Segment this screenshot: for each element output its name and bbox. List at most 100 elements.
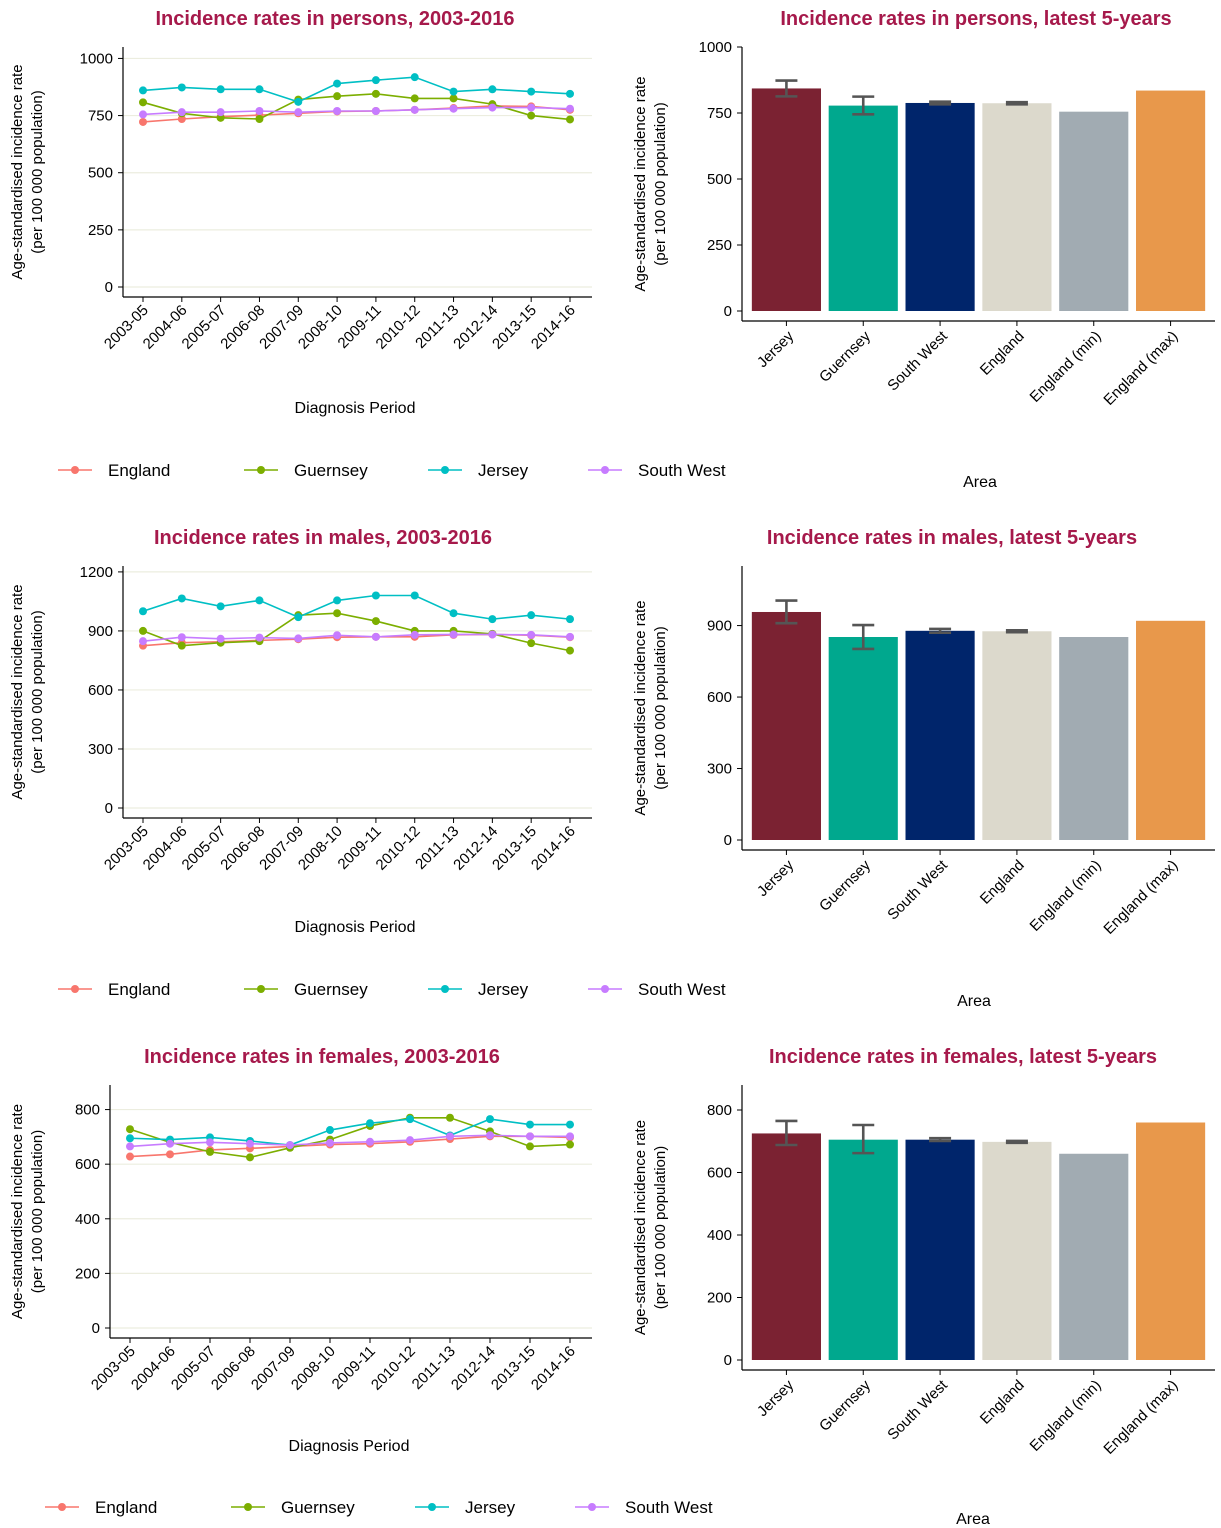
data-point-jersey	[527, 611, 536, 620]
legend-key-point	[441, 985, 449, 993]
x-tick-label: Guernsey	[816, 856, 874, 914]
chart-title: Incidence rates in males, latest 5-years	[767, 527, 1137, 549]
y-axis-label-units: (per 100 000 population)	[29, 610, 46, 773]
x-tick-label: England (min)	[1027, 857, 1105, 935]
chart-title: Incidence rates in persons, 2003-2016	[155, 8, 514, 30]
data-point-south-west	[527, 103, 536, 112]
data-point-jersey	[371, 76, 380, 85]
data-point-south-west	[255, 107, 264, 115]
data-point-guernsey	[527, 639, 536, 648]
data-point-south-west	[527, 630, 536, 639]
legend: England Guernsey Jersey South West	[45, 1498, 713, 1517]
legend-key-point	[71, 466, 79, 474]
data-point-guernsey	[371, 617, 380, 626]
legend-key-point	[257, 985, 265, 993]
x-axis-label: Area	[957, 993, 991, 1010]
data-point-south-west	[488, 630, 497, 639]
legend-key-point	[58, 1503, 66, 1511]
data-point-guernsey	[216, 113, 225, 122]
legend: England Guernsey Jersey South West	[58, 461, 726, 480]
data-point-guernsey	[410, 94, 419, 103]
data-point-south-west	[410, 630, 419, 639]
data-point-jersey	[366, 1119, 374, 1128]
bar-guernsey	[828, 105, 898, 311]
data-point-south-west	[446, 1132, 454, 1141]
x-tick-label: Guernsey	[816, 327, 874, 385]
data-point-jersey	[410, 73, 419, 82]
bar-jersey	[751, 88, 821, 311]
data-point-guernsey	[206, 1147, 214, 1156]
y-tick-label: 1000	[699, 39, 732, 56]
data-point-jersey	[410, 591, 419, 600]
data-point-jersey	[216, 85, 225, 94]
y-tick-label: 800	[707, 1102, 732, 1119]
bar-jersey	[751, 611, 821, 840]
x-tick-label: Jersey	[754, 327, 798, 371]
legend-label: Guernsey	[294, 461, 368, 480]
legend-label: Jersey	[478, 980, 529, 999]
x-tick-label: England (min)	[1027, 328, 1105, 406]
y-tick-label: 1200	[80, 564, 113, 581]
bar-jersey	[751, 1133, 821, 1360]
data-point-jersey	[326, 1126, 334, 1135]
y-tick-label: 800	[75, 1102, 100, 1119]
legend-key-point	[601, 985, 609, 993]
data-point-south-west	[333, 631, 342, 640]
error-bar	[1005, 100, 1028, 106]
y-tick-label: 600	[75, 1156, 100, 1173]
data-point-south-west	[449, 104, 458, 113]
data-point-jersey	[488, 85, 497, 94]
legend-key-point	[601, 466, 609, 474]
data-point-jersey	[566, 89, 574, 98]
y-tick-label: 600	[88, 682, 113, 699]
y-tick-label: 0	[105, 279, 113, 296]
x-tick-label: South West	[884, 1376, 951, 1443]
bar-south-west	[905, 1139, 975, 1360]
legend: England Guernsey Jersey South West	[58, 980, 726, 999]
series-line-jersey	[129, 1118, 570, 1146]
data-point-jersey	[139, 607, 147, 616]
error-bar	[775, 79, 798, 98]
data-point-jersey	[333, 79, 342, 88]
y-axis-label: Age-standardised incidence rate	[9, 1104, 26, 1319]
chart-title: Incidence rates in females, 2003-2016	[144, 1046, 500, 1068]
y-tick-label: 500	[88, 165, 113, 182]
error-bar	[852, 95, 875, 116]
data-point-england	[177, 115, 186, 123]
data-point-guernsey	[449, 94, 458, 103]
error-bar	[1005, 1139, 1028, 1145]
series-line-south-west	[142, 633, 571, 642]
data-point-south-west	[177, 108, 186, 117]
data-point-south-west	[371, 632, 380, 641]
data-point-jersey	[333, 596, 342, 605]
data-point-south-west	[566, 632, 574, 641]
bar-england	[982, 103, 1052, 312]
data-point-jersey	[294, 613, 303, 622]
x-axis-label: Diagnosis Period	[289, 1438, 410, 1455]
data-point-jersey	[449, 87, 458, 96]
x-tick-label: 2010-12	[368, 1343, 419, 1394]
legend-label: England	[95, 1498, 157, 1517]
x-tick-label: 2014-16	[528, 1343, 579, 1394]
bar-england-max	[1136, 1122, 1206, 1360]
chart-title: Incidence rates in females, latest 5-yea…	[769, 1046, 1157, 1068]
data-point-jersey	[406, 1115, 414, 1124]
y-tick-label: 750	[707, 105, 732, 122]
y-tick-label: 600	[707, 689, 732, 706]
data-point-south-west	[294, 108, 303, 117]
legend-label: South West	[638, 980, 726, 999]
series-line-guernsey	[129, 1116, 571, 1159]
y-axis-label-units: (per 100 000 population)	[29, 90, 46, 253]
data-point-jersey	[255, 596, 264, 605]
data-point-guernsey	[446, 1113, 454, 1122]
y-axis-label-units: (per 100 000 population)	[652, 102, 669, 265]
data-point-jersey	[486, 1115, 494, 1124]
x-tick-label: England	[977, 1377, 1028, 1428]
bar-south-west	[905, 102, 975, 311]
y-tick-label: 900	[88, 623, 113, 640]
y-axis-label: Age-standardised incidence rate	[632, 1120, 649, 1335]
data-point-jersey	[255, 85, 264, 94]
data-point-guernsey	[177, 641, 186, 650]
